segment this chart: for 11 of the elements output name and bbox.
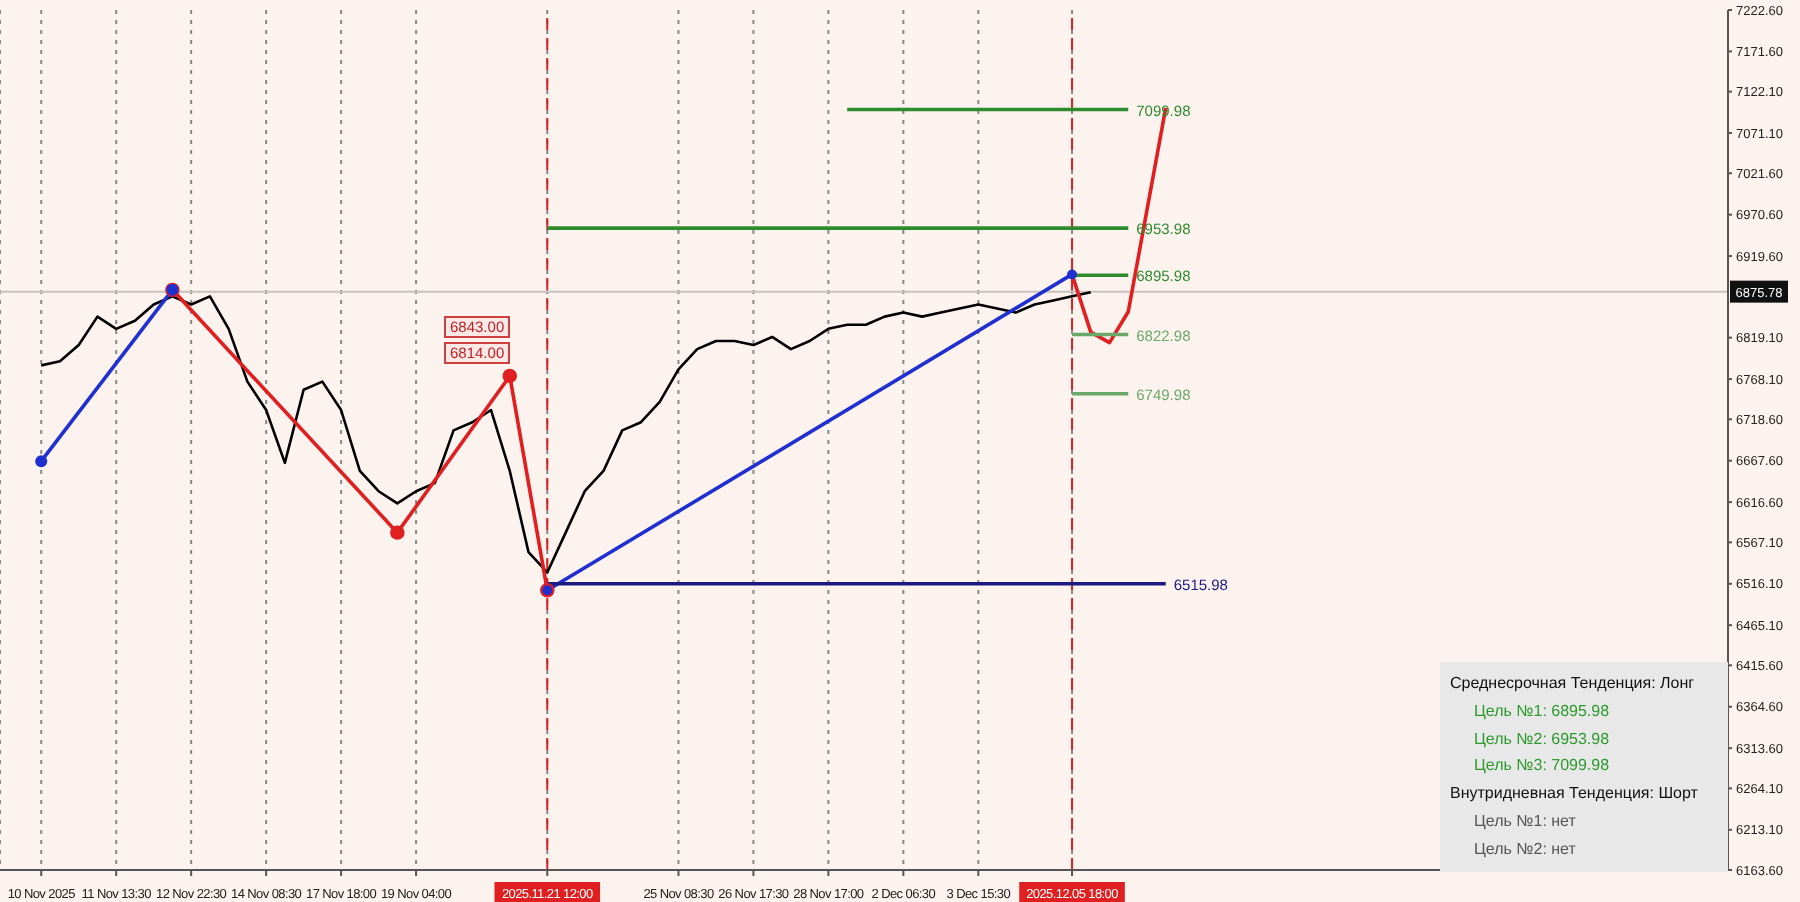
annotation: Среднесрочная Тенденция: Лонг: [1450, 672, 1697, 696]
point: [1067, 269, 1078, 280]
annotation: Внутридневная Тенденция: Шорт: [1450, 782, 1700, 807]
annotation: Цель №1: 6895.98: [1472, 699, 1612, 724]
annotation: Цель №1: нет: [1472, 809, 1578, 834]
annotation: Цель №2: нет: [1472, 837, 1578, 862]
point: [502, 368, 517, 384]
point: [390, 525, 405, 540]
annotation: Цель №3: 7099.98: [1472, 754, 1612, 779]
annotation: Цель №2: 6953.98: [1472, 727, 1612, 752]
point: [35, 455, 48, 468]
